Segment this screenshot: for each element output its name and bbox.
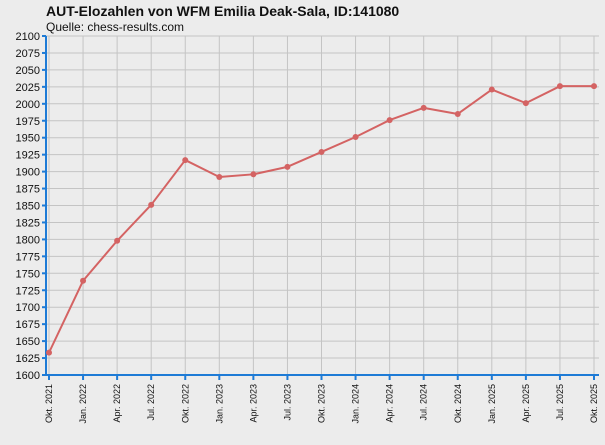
- x-tick-label: Jan. 2024: [351, 384, 361, 424]
- y-tick-label: 1625: [16, 353, 40, 365]
- data-point: [352, 134, 359, 141]
- y-tick-label: 1725: [16, 285, 40, 297]
- data-point: [284, 163, 291, 170]
- y-tick-label: 1650: [16, 336, 40, 348]
- x-tick-label: Okt. 2022: [180, 384, 190, 423]
- x-tick-label: Jul. 2024: [419, 384, 429, 421]
- x-tick-label: Apr. 2023: [248, 384, 258, 423]
- y-tick-label: 1950: [16, 133, 40, 145]
- data-point: [591, 83, 597, 90]
- data-point: [182, 157, 189, 164]
- y-tick-label: 2050: [16, 65, 40, 77]
- data-point: [318, 148, 325, 155]
- x-tick-label: Okt. 2024: [453, 384, 463, 423]
- data-point: [46, 349, 52, 356]
- data-point: [216, 174, 223, 181]
- y-tick-label: 1775: [16, 251, 40, 263]
- y-tick-label: 2075: [16, 48, 40, 60]
- axis-layer: [42, 35, 599, 380]
- label-layer: 1600 1625 1650 1675 1700 1725 1750 1775 1800 1825…: [16, 31, 599, 424]
- data-point: [114, 237, 121, 244]
- x-tick-label: Okt. 2025: [589, 384, 599, 423]
- y-tick-label: 1875: [16, 184, 40, 196]
- x-tick-label: Apr. 2024: [385, 384, 395, 423]
- y-tick-label: 2000: [16, 99, 40, 111]
- x-tick-label: Jul. 2025: [555, 384, 565, 421]
- data-point: [522, 100, 529, 107]
- x-tick-label: Jan. 2023: [214, 384, 224, 424]
- y-tick-label: 1925: [16, 150, 40, 162]
- x-tick-label: Jan. 2022: [78, 384, 88, 424]
- y-tick-label: 1800: [16, 234, 40, 246]
- data-point: [250, 171, 257, 178]
- x-tick-label: Jan. 2025: [487, 384, 497, 424]
- y-tick-label: 1825: [16, 217, 40, 229]
- x-tick-label: Jul. 2022: [146, 384, 156, 421]
- y-tick-label: 1850: [16, 201, 40, 213]
- data-point: [454, 110, 461, 117]
- chart-title: AUT-Elozahlen von WFM Emilia Deak-Sala, …: [46, 3, 399, 19]
- x-tick-label: Apr. 2025: [521, 384, 531, 423]
- x-tick-label: Apr. 2022: [112, 384, 122, 423]
- y-tick-label: 1900: [16, 167, 40, 179]
- y-tick-label: 1600: [16, 370, 40, 382]
- data-point: [488, 86, 495, 93]
- data-point: [420, 104, 427, 111]
- y-tick-label: 1675: [16, 319, 40, 331]
- y-tick-label: 2100: [16, 31, 40, 43]
- data-point: [80, 277, 87, 284]
- series-layer: [46, 83, 597, 356]
- x-tick-label: Okt. 2021: [44, 384, 54, 423]
- data-point: [148, 201, 155, 208]
- x-tick-label: Okt. 2023: [317, 384, 327, 423]
- y-tick-label: 1750: [16, 268, 40, 280]
- data-point: [556, 83, 563, 90]
- y-tick-label: 1700: [16, 302, 40, 314]
- chart-subtitle: Quelle: chess-results.com: [46, 20, 184, 34]
- x-tick-label: Jul. 2023: [282, 384, 292, 421]
- y-tick-label: 1975: [16, 116, 40, 128]
- y-tick-label: 2025: [16, 82, 40, 94]
- grid-layer: [46, 35, 599, 376]
- data-point: [386, 117, 393, 124]
